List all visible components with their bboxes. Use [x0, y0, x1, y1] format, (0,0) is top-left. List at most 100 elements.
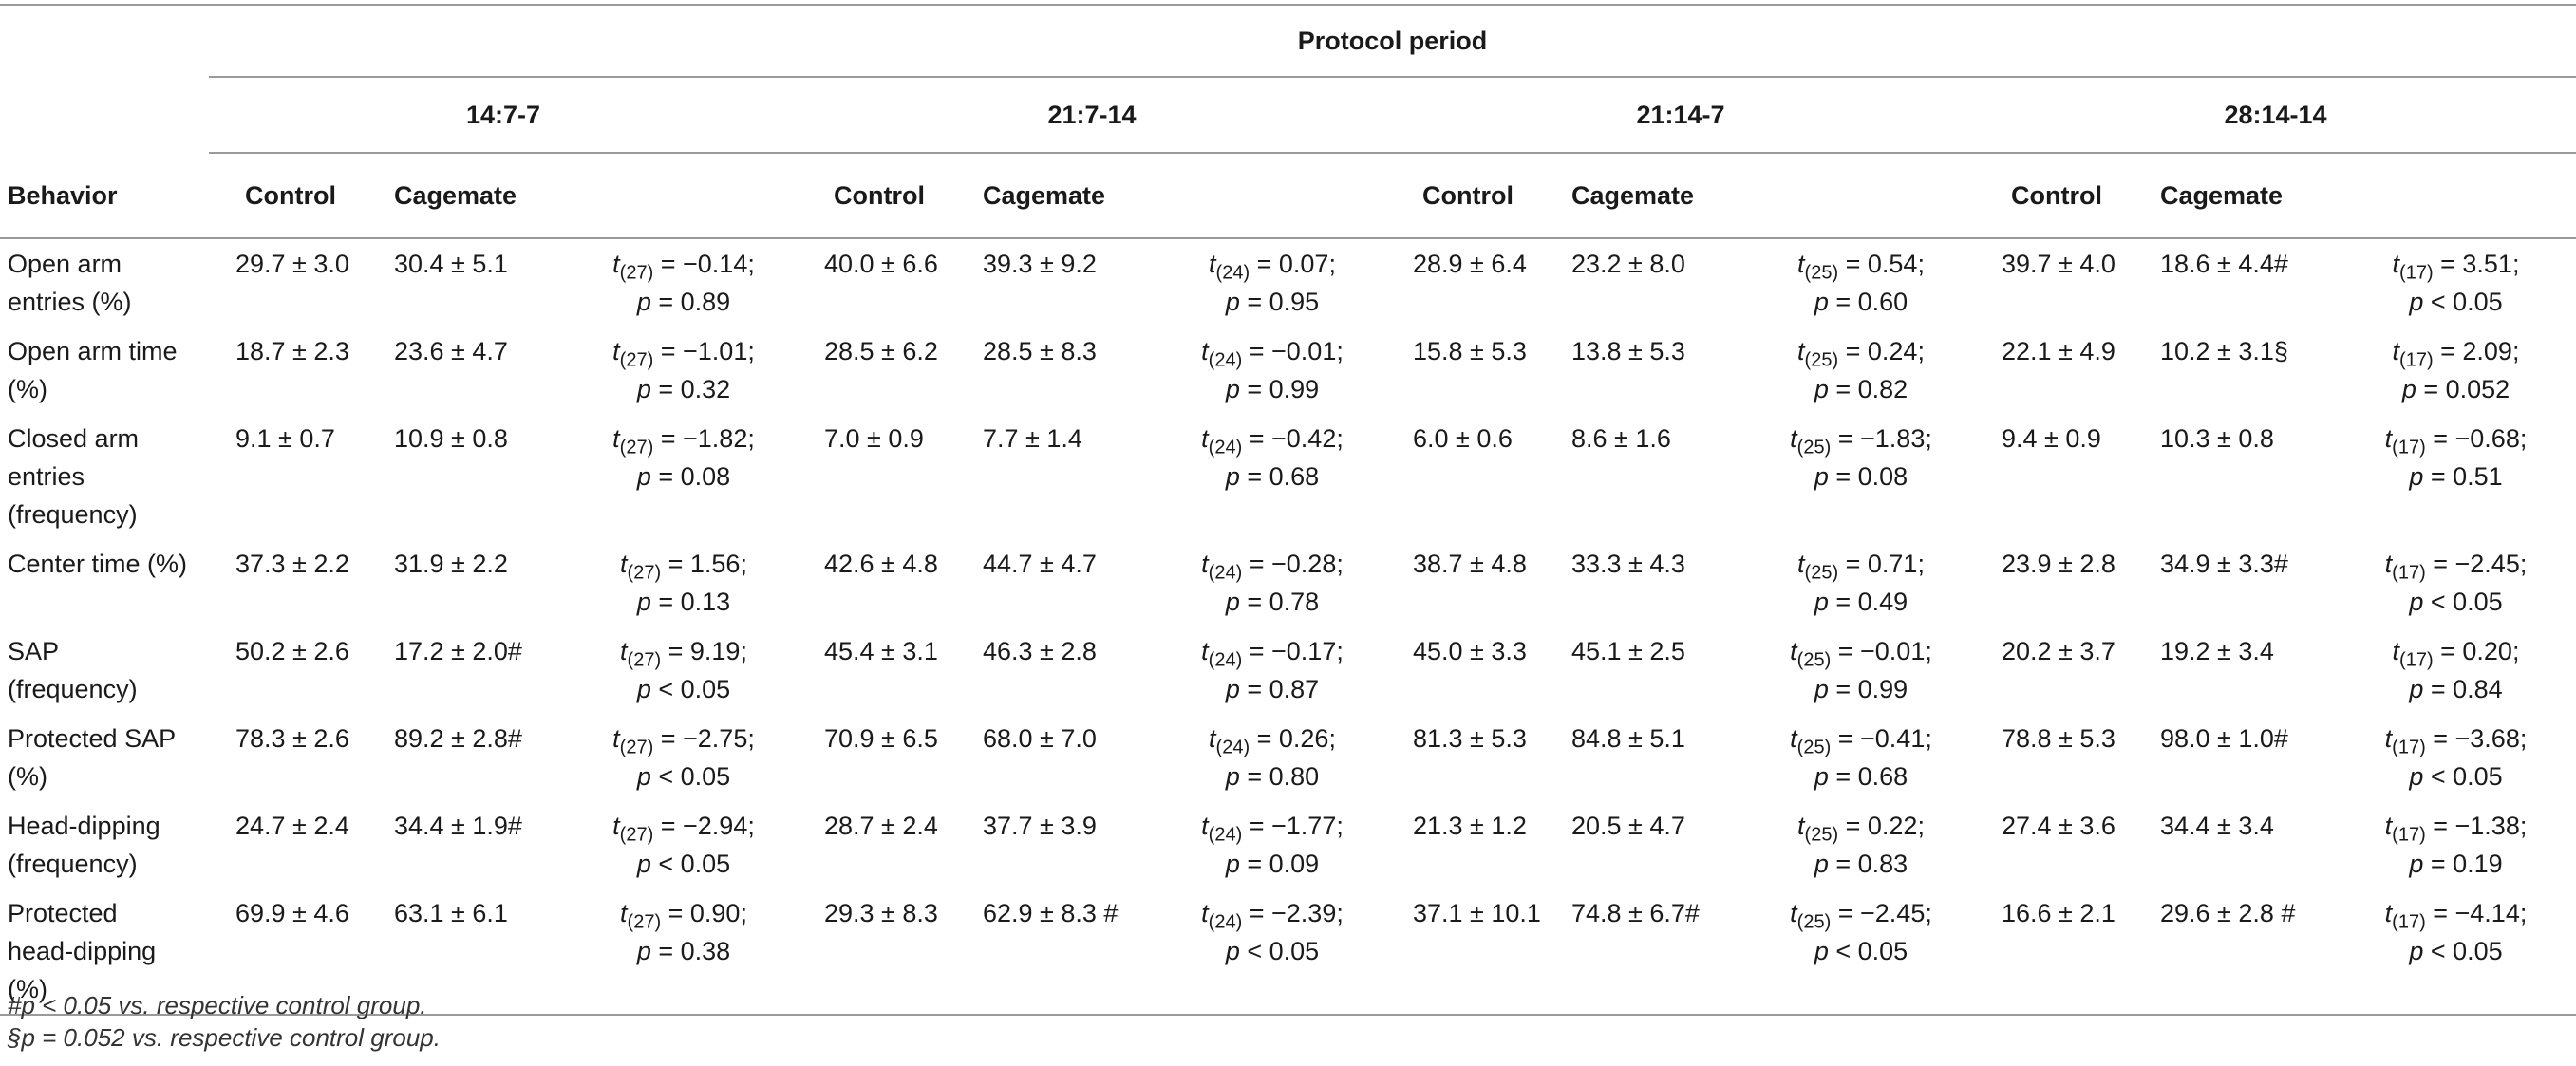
table-row: Open arm entries (%) 29.7 ± 3.0 30.4 ± 5.1 t…	[0, 239, 2576, 327]
table-row: Protected SAP (%) 78.3 ± 2.6 89.2 ± 2.8# t(2…	[0, 714, 2576, 801]
ttest-cell: t(25) = 0.54; p = 0.60	[1747, 239, 1975, 327]
p-value: p = 0.49	[1747, 583, 1975, 621]
p-symbol: p	[2409, 675, 2424, 703]
behavior-cell: Open arm time (%)	[0, 327, 209, 414]
cagemate-value: 63.1 ± 6.1	[394, 899, 508, 927]
ttest-cell: t(25) = 0.24; p = 0.82	[1747, 327, 1975, 414]
p-value: p = 0.13	[570, 583, 798, 621]
t-statistic: t(17) = 2.09;	[2336, 332, 2576, 370]
t-value: = 0.71;	[1838, 550, 1925, 578]
cagemate-value: 34.4 ± 3.4	[2160, 812, 2274, 840]
t-statistic: t(24) = −0.28;	[1158, 545, 1386, 583]
control-value: 9.4 ± 0.9	[2002, 424, 2101, 453]
p-symbol: p	[2409, 937, 2424, 965]
t-value: = 0.26;	[1250, 724, 1336, 753]
behavior-label-line: (frequency)	[8, 850, 138, 878]
t-symbol: t	[620, 637, 628, 665]
p-symbol: p	[636, 675, 651, 703]
t-symbol: t	[2384, 899, 2393, 927]
cagemate-value: 46.3 ± 2.8	[983, 637, 1097, 665]
cagemate-value: 23.2 ± 8.0	[1571, 250, 1685, 278]
cagemate-value: 39.3 ± 9.2	[983, 250, 1097, 278]
t-symbol: t	[2392, 250, 2400, 278]
p-value: p = 0.08	[1747, 458, 1975, 496]
p-value-text: = 0.08	[1828, 462, 1908, 491]
control-header: Control	[834, 181, 925, 210]
stat-header	[1158, 154, 1386, 238]
p-value: p < 0.05	[570, 670, 798, 708]
p-value: p = 0.78	[1158, 583, 1386, 621]
degrees-of-freedom: (17)	[2392, 824, 2426, 846]
behavior-label-line: SAP	[8, 637, 60, 665]
cagemate-value: 23.6 ± 4.7	[394, 337, 508, 365]
behavior-label-line: Protected	[8, 899, 118, 927]
p-value: p < 0.05	[1747, 932, 1975, 970]
ttest-cell: t(25) = −1.83; p = 0.08	[1747, 414, 1975, 539]
p-symbol: p	[1225, 762, 1240, 791]
cagemate-value: 8.6 ± 1.6	[1571, 424, 1671, 453]
behavior-cell: Head-dipping (frequency)	[0, 801, 209, 888]
control-value: 38.7 ± 4.8	[1413, 550, 1527, 578]
t-value: = −1.83;	[1831, 424, 1932, 453]
p-value-text: = 0.99	[1828, 675, 1908, 703]
p-symbol: p	[1225, 288, 1240, 316]
t-value: = −0.42;	[1242, 424, 1344, 453]
ttest-cell: t(24) = −2.39; p < 0.05	[1158, 888, 1386, 1015]
behavior-label-line: entries (%)	[8, 288, 132, 316]
p-value: p < 0.05	[2336, 932, 2576, 970]
t-statistic: t(24) = −0.01;	[1158, 332, 1386, 370]
cagemate-value: 29.6 ± 2.8 #	[2160, 899, 2296, 927]
t-statistic: t(27) = −0.14;	[570, 245, 798, 283]
t-statistic: t(17) = 3.51;	[2336, 245, 2576, 283]
t-value: = 0.22;	[1838, 812, 1925, 840]
p-symbol: p	[1225, 462, 1240, 491]
degrees-of-freedom: (27)	[627, 911, 662, 933]
t-symbol: t	[612, 250, 620, 278]
p-value: p = 0.87	[1158, 670, 1386, 708]
t-symbol: t	[1790, 899, 1797, 927]
behavior-cell: Center time (%)	[0, 539, 209, 627]
p-value-text: = 0.052	[2416, 375, 2510, 403]
p-value: p < 0.05	[2336, 757, 2576, 795]
t-statistic: t(17) = −0.68;	[2336, 420, 2576, 458]
p-symbol: p	[1814, 462, 1829, 491]
degrees-of-freedom: (25)	[1796, 437, 1832, 458]
p-symbol: p	[1814, 762, 1829, 791]
control-value: 24.7 ± 2.4	[235, 812, 349, 840]
ttest-cell: t(25) = 0.22; p = 0.83	[1747, 801, 1975, 888]
p-value-text: = 0.83	[1828, 850, 1908, 878]
control-header: Control	[1422, 181, 1514, 210]
t-symbol: t	[1201, 337, 1209, 365]
behavior-label-line: Center time (%)	[8, 550, 188, 578]
p-symbol: p	[2409, 588, 2424, 616]
t-statistic: t(17) = −1.38;	[2336, 807, 2576, 845]
p-value-text: < 0.05	[650, 675, 731, 703]
t-value: = −0.17;	[1242, 637, 1344, 665]
control-value: 39.7 ± 4.0	[2002, 250, 2115, 278]
ttest-cell: t(17) = −3.68; p < 0.05	[2336, 714, 2576, 801]
p-value: p < 0.05	[1158, 932, 1386, 970]
p-value-text: = 0.19	[2423, 850, 2503, 878]
control-value: 28.5 ± 6.2	[824, 337, 938, 365]
ttest-cell: t(25) = −0.01; p = 0.99	[1747, 627, 1975, 714]
control-value: 40.0 ± 6.6	[824, 250, 938, 278]
p-value: p = 0.89	[570, 283, 798, 321]
cagemate-value: 31.9 ± 2.2	[394, 550, 508, 578]
t-value: = −1.38;	[2425, 812, 2528, 840]
behavior-label-line: Head-dipping	[8, 812, 160, 840]
p-value: p < 0.05	[2336, 283, 2576, 321]
ttest-cell: t(27) = −2.75; p < 0.05	[570, 714, 798, 801]
ttest-cell: t(27) = −1.82; p = 0.08	[570, 414, 798, 539]
t-symbol: t	[1790, 724, 1797, 753]
cagemate-value: 10.9 ± 0.8	[394, 424, 508, 453]
ttest-cell: t(17) = 0.20; p = 0.84	[2336, 627, 2576, 714]
ttest-cell: t(17) = 2.09; p = 0.052	[2336, 327, 2576, 414]
p-value-text: < 0.05	[1239, 937, 1320, 965]
control-value: 81.3 ± 5.3	[1413, 724, 1527, 753]
p-value-text: = 0.95	[1239, 288, 1320, 316]
t-statistic: t(17) = −4.14;	[2336, 894, 2576, 932]
p-symbol: p	[636, 850, 651, 878]
p-value: p = 0.60	[1747, 283, 1975, 321]
t-statistic: t(17) = 0.20;	[2336, 632, 2576, 670]
stat-header	[1747, 154, 1975, 238]
